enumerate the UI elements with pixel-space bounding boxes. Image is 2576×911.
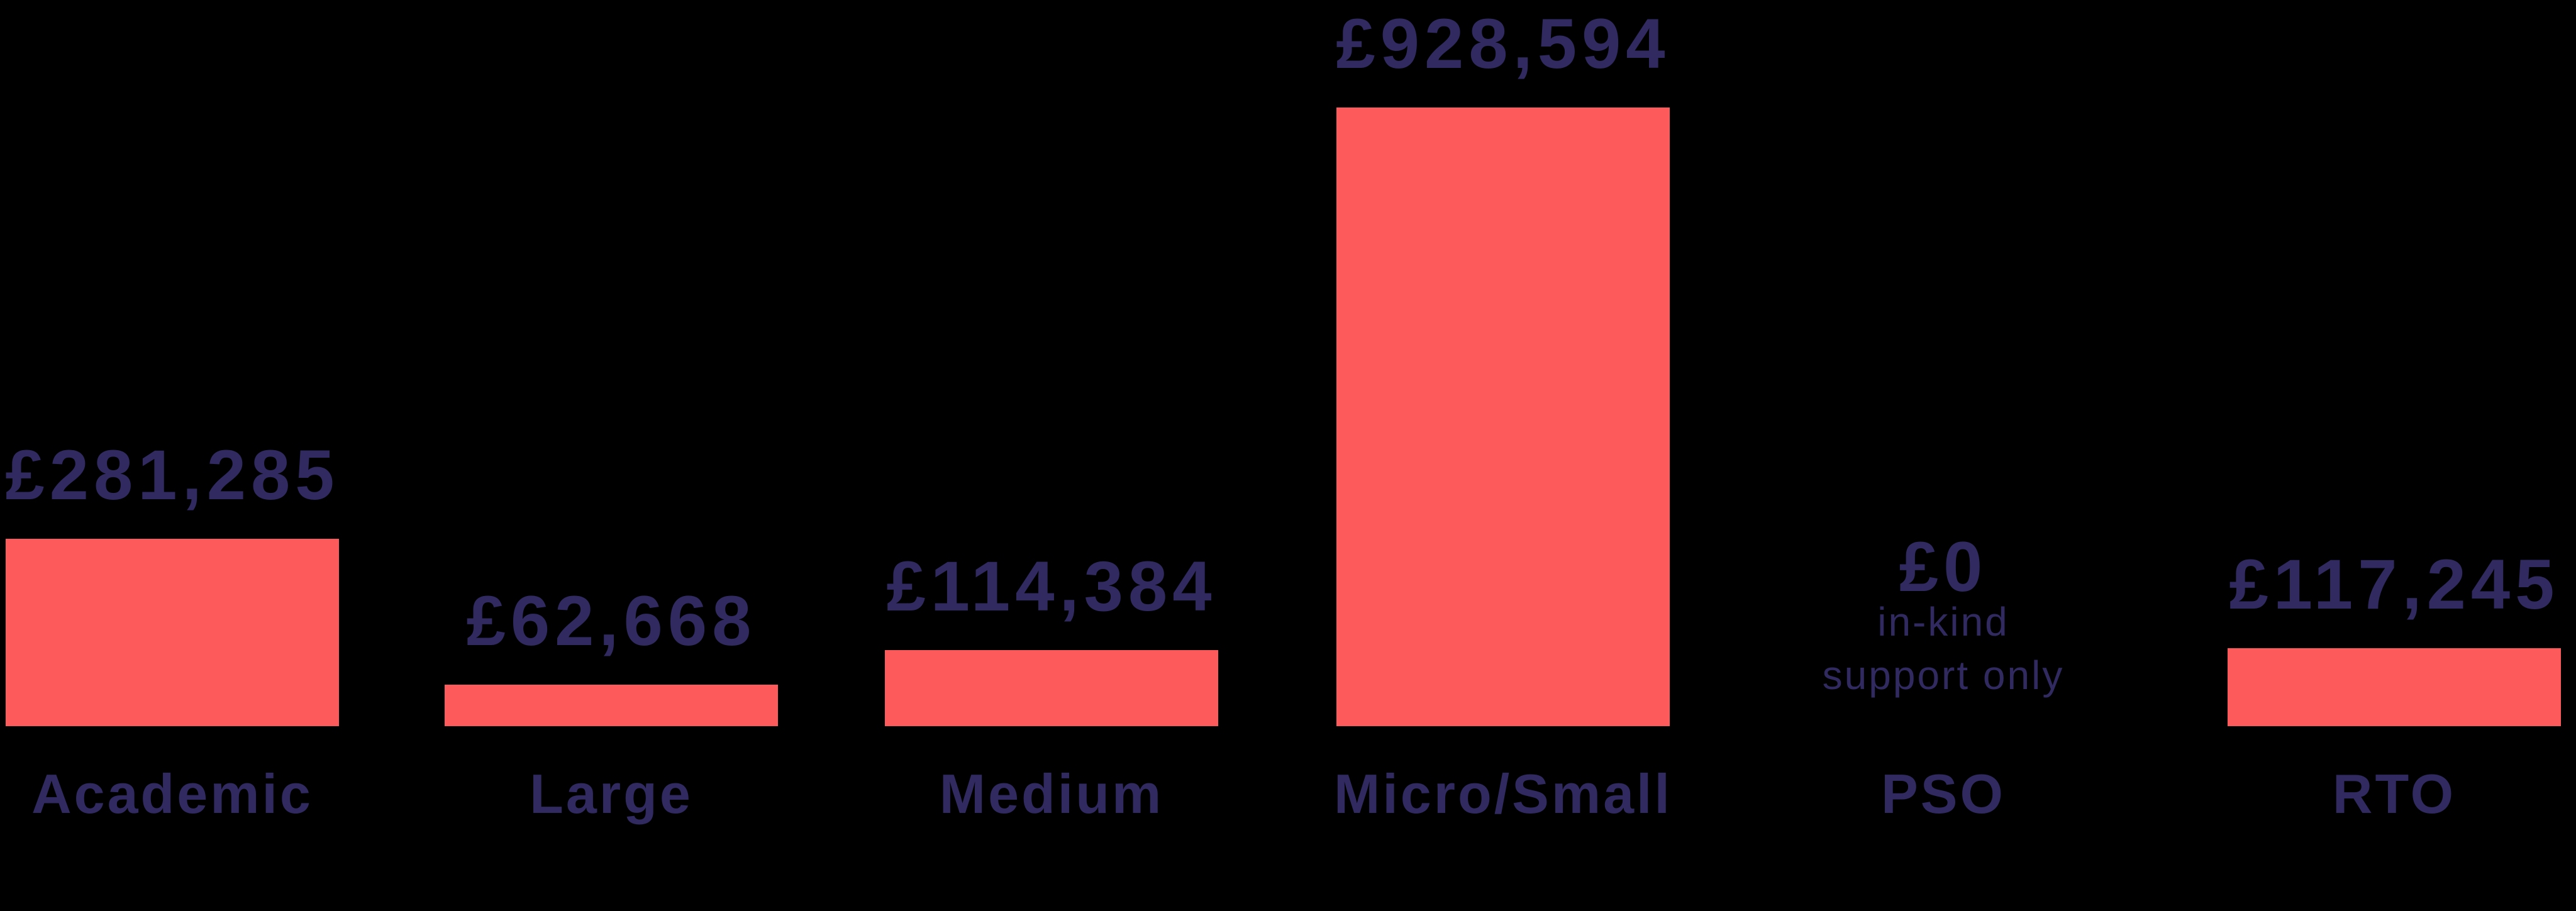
category-label-micro-small: Micro/Small bbox=[1334, 763, 1672, 825]
category-label-rto: RTO bbox=[2332, 763, 2457, 825]
bar-group-large: £62,668 bbox=[389, 582, 833, 726]
value-label-pso: £0 bbox=[1899, 527, 1988, 606]
bar-group-micro-small: £928,594 bbox=[1281, 9, 1725, 726]
bar-micro-small bbox=[1336, 108, 1670, 726]
value-label-rto: £117,245 bbox=[2229, 545, 2560, 624]
category-label-medium: Medium bbox=[939, 763, 1164, 825]
bar-academic bbox=[6, 539, 339, 726]
value-label-academic: £281,285 bbox=[5, 436, 340, 514]
pso-note-line-1: in-kind bbox=[1877, 599, 2009, 644]
value-label-micro-small: £928,594 bbox=[1336, 4, 1670, 83]
bar-rto bbox=[2228, 648, 2561, 726]
value-label-large: £62,668 bbox=[466, 582, 757, 660]
category-label-academic: Academic bbox=[31, 763, 313, 825]
pso-note-line-2: support only bbox=[1822, 653, 2065, 698]
pso-note: in-kind support only bbox=[1823, 595, 2065, 702]
bar-group-medium: £114,384 bbox=[830, 547, 1274, 726]
bar-group-pso: £0 in-kind support only bbox=[1721, 527, 2165, 726]
bar-group-rto: £117,245 bbox=[2172, 545, 2576, 726]
bar-group-academic: £281,285 bbox=[0, 436, 394, 726]
bar-medium bbox=[885, 650, 1218, 726]
category-label-large: Large bbox=[530, 763, 693, 825]
bar-large bbox=[445, 685, 778, 726]
category-label-pso: PSO bbox=[1881, 763, 2006, 825]
value-label-medium: £114,384 bbox=[886, 547, 1217, 626]
